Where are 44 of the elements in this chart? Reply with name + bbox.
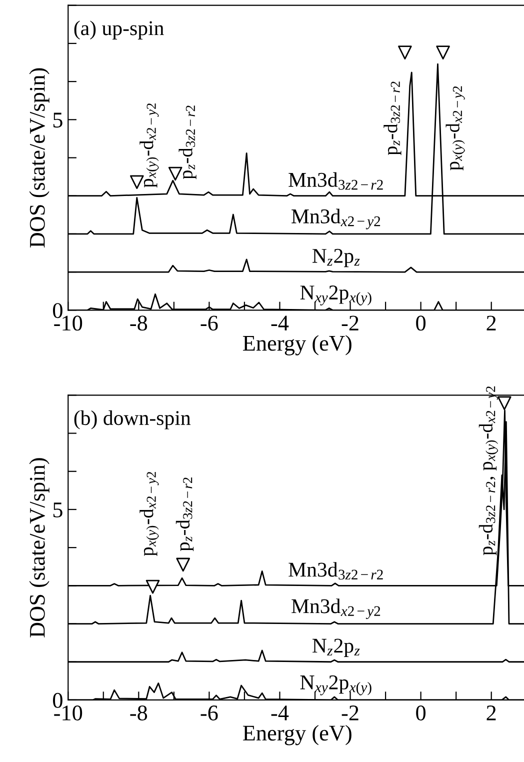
y-tick-label: 0: [52, 692, 62, 708]
x-tick-label: -2: [342, 706, 358, 720]
point: [176, 558, 190, 572]
series-label: Mn3d$_{x2−y2}$: [292, 208, 380, 230]
annotation: p$_{z}$-d$_{3z2−r2}$: [178, 106, 196, 180]
annotation: p$_{z}$-d$_{3z2−r2}$: [176, 478, 194, 552]
y-tick-label: 5: [53, 502, 62, 518]
annotation: p$_{z}$-d$_{3z2−r2}$, p$_{x(y)}$-d$_{x2−y2}$: [478, 386, 498, 556]
x-tick-label: -2: [342, 316, 358, 330]
series-label: N$_{z}$2p$_{z}$: [312, 248, 360, 268]
text: (b) down-spin: [74, 410, 191, 430]
x-tick-label: -4: [271, 316, 289, 330]
annotation: p$_{z}$-d$_{3z2−r2}$: [384, 82, 402, 156]
y-axis-title: DOS (state/eV/spin): [29, 68, 50, 248]
x-tick-label: 0: [416, 316, 426, 331]
text: (a) up-spin: [74, 20, 164, 40]
x-tick-label: -4: [271, 706, 289, 720]
series-label: Mn3d$_{3z2−r2}$: [288, 172, 383, 190]
x-tick-label: -6: [200, 706, 218, 720]
x-tick-label: 0: [416, 705, 426, 720]
annotation: p$_{x(y)}$-d$_{x2−y2}$: [140, 472, 159, 556]
annotation: p$_{x(y)}$-d$_{x2−y2}$: [140, 103, 159, 188]
x-axis-title: Energy (eV): [242, 724, 352, 746]
series-label: Mn3d$_{3z2−r2}$: [288, 562, 383, 580]
x-tick-label: 2: [486, 706, 496, 720]
y-tick-label: 5: [53, 112, 62, 128]
point: [130, 175, 144, 190]
point: [398, 46, 412, 60]
series-label: N$_{xy}$2p$_{x(y)}$: [300, 675, 372, 696]
x-axis-title: Energy (eV): [242, 335, 352, 356]
series-label: N$_{z}$2p$_{z}$: [312, 638, 360, 657]
point: [168, 166, 182, 181]
series-label: N$_{xy}$2p$_{x(y)}$: [300, 286, 372, 306]
x-tick-label: -6: [200, 316, 218, 331]
series-label: Mn3d$_{x2−y2}$: [292, 598, 380, 620]
x-tick-label: -10: [54, 705, 82, 720]
x-tick-label: 2: [486, 316, 496, 330]
annotation: p$_{x(y)}$-d$_{x2−y2}$: [446, 86, 465, 170]
x-tick-label: -8: [130, 705, 148, 720]
x-tick-label: -8: [130, 316, 148, 331]
point: [146, 580, 160, 594]
point: [436, 46, 450, 60]
y-axis-title: DOS (state/eV/spin): [29, 458, 50, 638]
point: [497, 396, 512, 410]
